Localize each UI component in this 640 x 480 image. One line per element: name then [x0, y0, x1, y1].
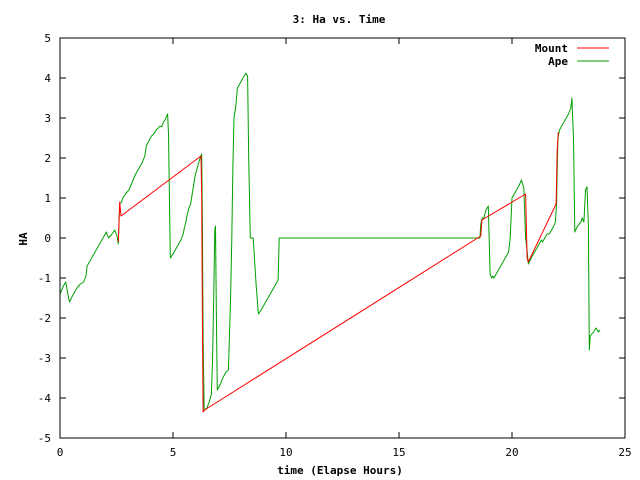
legend-label-mount: Mount — [535, 42, 568, 55]
y-tick-label: -1 — [38, 272, 51, 285]
plot-frame — [59, 37, 626, 439]
x-tick-label: 25 — [618, 446, 631, 459]
y-tick-label: 2 — [44, 152, 51, 165]
chart-title: 3: Ha vs. Time — [293, 13, 386, 26]
x-axis-label: time (Elapse Hours) — [277, 464, 403, 477]
x-tick-label: 10 — [279, 446, 292, 459]
y-tick-label: -5 — [38, 432, 51, 445]
x-tick-label: 0 — [57, 446, 64, 459]
y-tick-label: 5 — [44, 32, 51, 45]
y-tick-label: 3 — [44, 112, 51, 125]
legend-label-ape: Ape — [548, 55, 568, 68]
x-tick-label: 20 — [505, 446, 518, 459]
y-tick-label: 0 — [44, 232, 51, 245]
plot-series — [59, 72, 601, 413]
y-tick-label: 4 — [44, 72, 51, 85]
y-tick-label: -2 — [38, 312, 51, 325]
y-tick-label: -3 — [38, 352, 51, 365]
series-line-mount — [117, 131, 559, 413]
x-tick-label: 5 — [170, 446, 177, 459]
y-axis-label: HA — [17, 232, 30, 246]
axis-ticks: -5 -4 -3 -2 -1 0 1 2 3 4 5 0 5 10 15 20 25 — [38, 32, 632, 459]
y-tick-label: -4 — [38, 392, 52, 405]
series-line-ape — [59, 72, 601, 411]
x-tick-label: 15 — [392, 446, 405, 459]
y-tick-label: 1 — [44, 192, 51, 205]
